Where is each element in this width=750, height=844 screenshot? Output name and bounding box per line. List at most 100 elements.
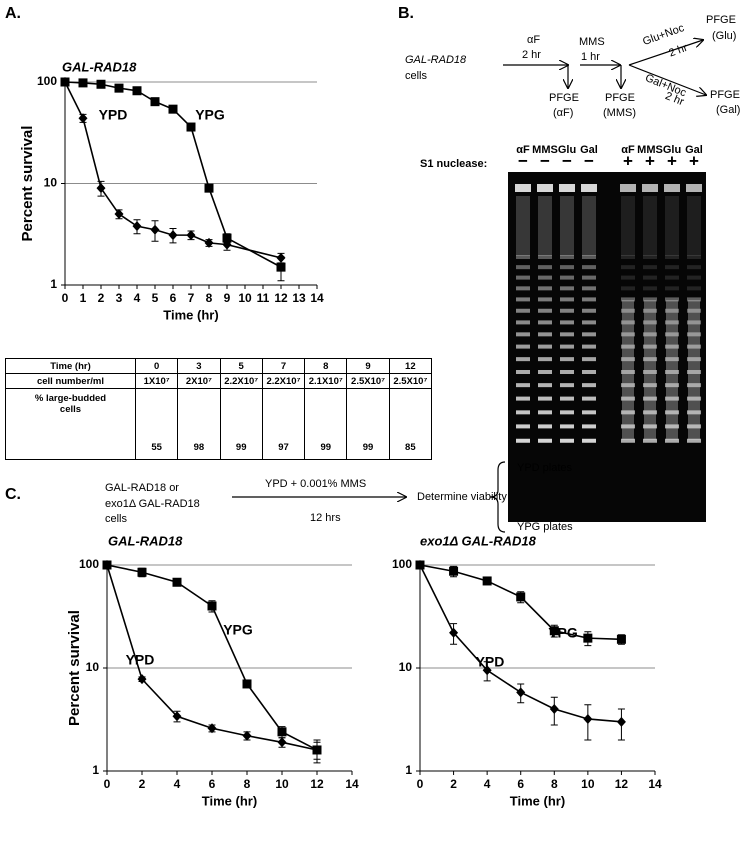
gel-band	[538, 344, 552, 349]
arrow	[628, 64, 706, 95]
chart-title: GAL-RAD18	[108, 533, 183, 548]
gel-band	[643, 265, 657, 270]
gel-band	[621, 344, 635, 349]
gel-band	[560, 438, 574, 443]
gel-band	[621, 424, 635, 429]
gel-band	[538, 320, 552, 325]
gel-band	[560, 320, 574, 325]
data-point	[78, 113, 88, 124]
y-axis-label: Percent survival	[66, 610, 83, 726]
assay-label: Determine viability	[417, 491, 507, 503]
series-label: YPG	[223, 622, 253, 638]
x-tick-label: 6	[170, 291, 177, 305]
output-label: (MMS)	[603, 107, 636, 119]
chart: 1 10 100 0 2 4 6 8 10 12 14 exo1Δ GAL-RAD18 Time (hr…	[392, 533, 662, 808]
lane-sign: +	[645, 151, 655, 170]
data-point	[516, 592, 526, 602]
x-tick-label: 0	[62, 291, 69, 305]
x-axis-label: Time (hr)	[163, 307, 218, 322]
chart-title: GAL-RAD18	[62, 59, 137, 74]
data-point	[204, 237, 214, 248]
gel-band	[643, 255, 657, 259]
gel-band	[560, 410, 574, 415]
gel-band	[643, 344, 657, 349]
y-tick-label: 100	[37, 74, 57, 88]
gel-band	[621, 265, 635, 270]
gel-band	[643, 286, 657, 291]
gel-band	[665, 255, 679, 259]
gel-band	[516, 308, 530, 313]
data-point	[583, 713, 593, 724]
data-point	[277, 737, 287, 748]
series-label: YPG	[548, 625, 578, 641]
x-axis-label: Time (hr)	[510, 793, 565, 808]
gel-band	[687, 396, 701, 401]
output-label: PFGE	[549, 92, 579, 104]
data-point	[114, 83, 124, 93]
x-tick-label: 2	[450, 777, 457, 791]
x-tick-label: 2	[98, 291, 105, 305]
x-tick-label: 2	[139, 777, 146, 791]
data-point	[204, 183, 214, 193]
step-label: αF	[527, 34, 540, 46]
gel-band	[621, 297, 635, 302]
y-tick-label: 10	[44, 176, 58, 190]
gel-band	[516, 396, 530, 401]
gel-band	[665, 410, 679, 415]
gel-band	[516, 332, 530, 337]
gel-band	[621, 438, 635, 443]
gel-band	[621, 320, 635, 325]
x-tick-label: 4	[134, 291, 141, 305]
gel-band	[516, 370, 530, 374]
gel-band	[538, 396, 552, 401]
gel-band	[538, 383, 552, 388]
output-label: (αF)	[553, 107, 573, 119]
gel-band	[560, 286, 574, 291]
row-header: Time (hr)	[5, 358, 136, 374]
gel-band	[643, 308, 657, 313]
gel-band	[516, 357, 530, 362]
gel-band	[621, 383, 635, 388]
y-tick-label: 1	[50, 277, 57, 291]
treatment-label: YPD + 0.001% MMS	[265, 478, 366, 490]
panel-label: B.	[398, 5, 414, 22]
x-tick-label: 4	[174, 777, 181, 791]
table-cell: 8	[304, 358, 348, 374]
data-point	[276, 262, 286, 272]
gel-band	[665, 275, 679, 280]
gel-band	[516, 297, 530, 302]
x-tick-label: 10	[238, 291, 252, 305]
brace	[489, 461, 506, 533]
gel-band	[560, 308, 574, 313]
data-point	[172, 711, 182, 722]
x-axis-label: Time (hr)	[202, 793, 257, 808]
data-point	[449, 566, 459, 576]
gel-band	[621, 275, 635, 280]
gel-band	[643, 410, 657, 415]
duration-label: 12 hrs	[310, 512, 341, 524]
data-point	[96, 183, 106, 194]
lane-sign: −	[518, 151, 528, 170]
gel-band	[516, 286, 530, 291]
gel-band	[665, 383, 679, 388]
gel-band	[621, 286, 635, 291]
gel-band	[643, 275, 657, 280]
gel-band	[582, 344, 596, 349]
gel-band	[538, 308, 552, 313]
data-point	[207, 601, 217, 611]
gel-band	[621, 255, 635, 259]
gel-band	[582, 410, 596, 415]
y-tick-label: 10	[86, 660, 100, 674]
table-cell: 7	[261, 358, 306, 374]
y-tick-label: 1	[92, 763, 99, 777]
gel-band	[582, 320, 596, 325]
gel-band	[687, 344, 701, 349]
gel-band	[538, 438, 552, 443]
lane-label: Gal	[580, 144, 598, 156]
gel-image	[508, 172, 706, 522]
table-cell: 97	[261, 388, 306, 460]
data-point	[415, 560, 425, 570]
gel-well	[581, 184, 597, 192]
data-point	[242, 679, 252, 689]
